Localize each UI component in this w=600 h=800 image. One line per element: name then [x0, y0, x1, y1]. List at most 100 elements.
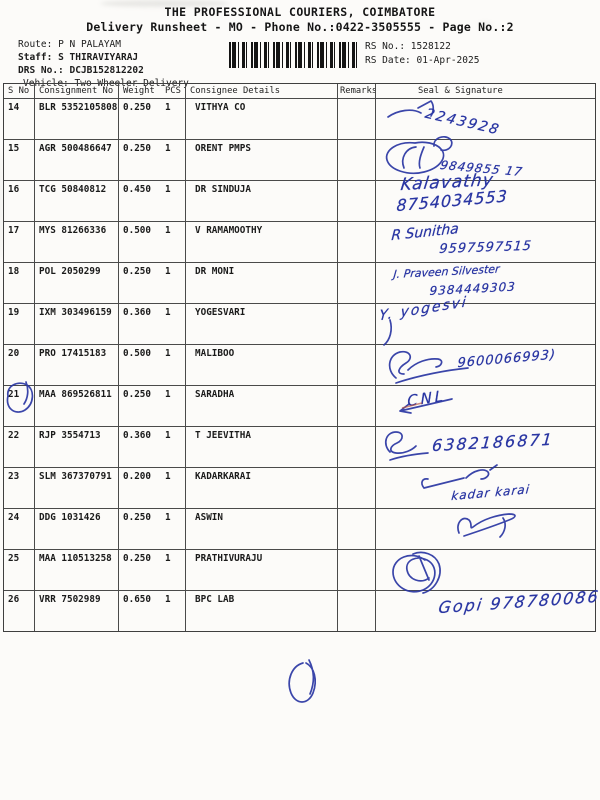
table-row: 21 MAA 869526811 0.250 1 SARADHA — [4, 386, 595, 427]
cell-consignee: SARADHA — [186, 386, 338, 426]
cell-sno: 21 — [4, 386, 35, 426]
cell-pcs: 1 — [165, 389, 171, 400]
cell-weight: 0.250 — [123, 512, 151, 523]
cell-remarks — [338, 140, 376, 180]
cell-weight-pcs: 0.250 1 — [119, 140, 186, 180]
header-consignment: Consignment No — [35, 84, 119, 98]
cell-weight: 0.360 — [123, 307, 151, 318]
cell-consignee: V RAMAMOOTHY — [186, 222, 338, 262]
cell-weight: 0.200 — [123, 471, 151, 482]
cell-weight: 0.650 — [123, 594, 151, 605]
cell-remarks — [338, 468, 376, 508]
cell-remarks — [338, 550, 376, 590]
drs-label: DRS No.: — [18, 65, 64, 76]
cell-consignee: T JEEVITHA — [186, 427, 338, 467]
table-row: 15 AGR 500486647 0.250 1 ORENT PMPS — [4, 140, 595, 181]
cell-weight: 0.250 — [123, 102, 151, 113]
cell-seal — [376, 509, 595, 549]
cell-weight: 0.450 — [123, 184, 151, 195]
cell-weight-pcs: 0.650 1 — [119, 591, 186, 631]
cell-consignee: YOGESVARI — [186, 304, 338, 344]
table-header-row: S No Consignment No Weight PCS Consignee… — [4, 84, 595, 99]
cell-weight: 0.250 — [123, 143, 151, 154]
route-value: P N PALAYAM — [58, 39, 121, 50]
barcode — [229, 42, 361, 68]
cell-pcs: 1 — [165, 471, 171, 482]
cell-pcs: 1 — [165, 225, 171, 236]
cell-consignee: ORENT PMPS — [186, 140, 338, 180]
cell-consignment: MYS 81266336 — [35, 222, 119, 262]
cell-remarks — [338, 222, 376, 262]
route-label: Route: — [18, 39, 53, 50]
cell-consignee: DR SINDUJA — [186, 181, 338, 221]
cell-weight-pcs: 0.250 1 — [119, 99, 186, 139]
cell-pcs: 1 — [165, 512, 171, 523]
header-weight: Weight — [123, 86, 155, 96]
cell-weight: 0.250 — [123, 389, 151, 400]
delivery-table: S No Consignment No Weight PCS Consignee… — [3, 83, 596, 632]
cell-consignee: KADARKARAI — [186, 468, 338, 508]
route-line: Route: P N PALAYAM — [18, 38, 189, 51]
cell-pcs: 1 — [165, 184, 171, 195]
table-row: 18 POL 2050299 0.250 1 DR MONI — [4, 263, 595, 304]
drs-value: DCJB152812202 — [69, 65, 144, 76]
cell-remarks — [338, 304, 376, 344]
cell-consignee: BPC LAB — [186, 591, 338, 631]
table-row: 25 MAA 110513258 0.250 1 PRATHIVURAJU — [4, 550, 595, 591]
table-row: 22 RJP 3554713 0.360 1 T JEEVITHA — [4, 427, 595, 468]
scan-smudge — [0, 150, 3, 260]
cell-pcs: 1 — [165, 266, 171, 277]
cell-consignment: RJP 3554713 — [35, 427, 119, 467]
table-row: 19 IXM 303496159 0.360 1 YOGESVARI — [4, 304, 595, 345]
cell-weight-pcs: 0.360 1 — [119, 427, 186, 467]
cell-remarks — [338, 263, 376, 303]
rs-info-block: RS No.: 1528122 RS Date: 01-Apr-2025 — [365, 40, 479, 68]
cell-pcs: 1 — [165, 102, 171, 113]
scan-smudge — [478, 22, 492, 27]
cell-remarks — [338, 509, 376, 549]
cell-weight-pcs: 0.500 1 — [119, 222, 186, 262]
header-pcs: PCS — [165, 86, 181, 96]
table-row: 20 PRO 17415183 0.500 1 MALIBOO — [4, 345, 595, 386]
header-remarks: Remarks — [340, 84, 376, 98]
cell-consignment: MAA 110513258 — [35, 550, 119, 590]
cell-pcs: 1 — [165, 553, 171, 564]
cell-remarks — [338, 181, 376, 221]
rs-no-label: RS No.: — [365, 41, 406, 52]
cell-weight: 0.500 — [123, 348, 151, 359]
table-row: 17 MYS 81266336 0.500 1 V RAMAMOOTHY — [4, 222, 595, 263]
cell-sno: 18 — [4, 263, 35, 303]
cell-pcs: 1 — [165, 143, 171, 154]
cell-weight-pcs: 0.250 1 — [119, 263, 186, 303]
cell-sno: 19 — [4, 304, 35, 344]
table-body: 14 BLR 5352105808 0.250 1 VITHYA CO 15 A… — [4, 99, 595, 631]
cell-sno: 25 — [4, 550, 35, 590]
cell-sno: 24 — [4, 509, 35, 549]
rs-date-value: 01-Apr-2025 — [416, 55, 480, 66]
cell-pcs: 1 — [165, 348, 171, 359]
table-row: 26 VRR 7502989 0.650 1 BPC LAB — [4, 591, 595, 631]
cell-consignment: IXM 303496159 — [35, 304, 119, 344]
runsheet-subtitle: Delivery Runsheet - MO - Phone No.:0422-… — [86, 20, 514, 34]
cell-consignment: BLR 5352105808 — [35, 99, 119, 139]
cell-pcs: 1 — [165, 594, 171, 605]
header-consignee: Consignee Details — [186, 84, 338, 98]
cell-consignment: SLM 367370791 — [35, 468, 119, 508]
cell-weight-pcs: 0.450 1 — [119, 181, 186, 221]
cell-sno: 20 — [4, 345, 35, 385]
cell-weight-pcs: 0.250 1 — [119, 550, 186, 590]
staff-line: Staff: S THIRAVIYARAJ — [18, 51, 189, 64]
rs-date-label: RS Date: — [365, 55, 411, 66]
cell-consignment: PRO 17415183 — [35, 345, 119, 385]
cell-consignee: ASWIN — [186, 509, 338, 549]
cell-weight-pcs: 0.200 1 — [119, 468, 186, 508]
cell-weight-pcs: 0.500 1 — [119, 345, 186, 385]
cell-consignee: VITHYA CO — [186, 99, 338, 139]
cell-sno: 14 — [4, 99, 35, 139]
cell-remarks — [338, 386, 376, 426]
cell-consignment: DDG 1031426 — [35, 509, 119, 549]
drs-line: DRS No.: DCJB152812202 — [18, 64, 189, 77]
table-row: 24 DDG 1031426 0.250 1 ASWIN — [4, 509, 595, 550]
cell-sno: 16 — [4, 181, 35, 221]
cell-seal — [376, 550, 595, 590]
